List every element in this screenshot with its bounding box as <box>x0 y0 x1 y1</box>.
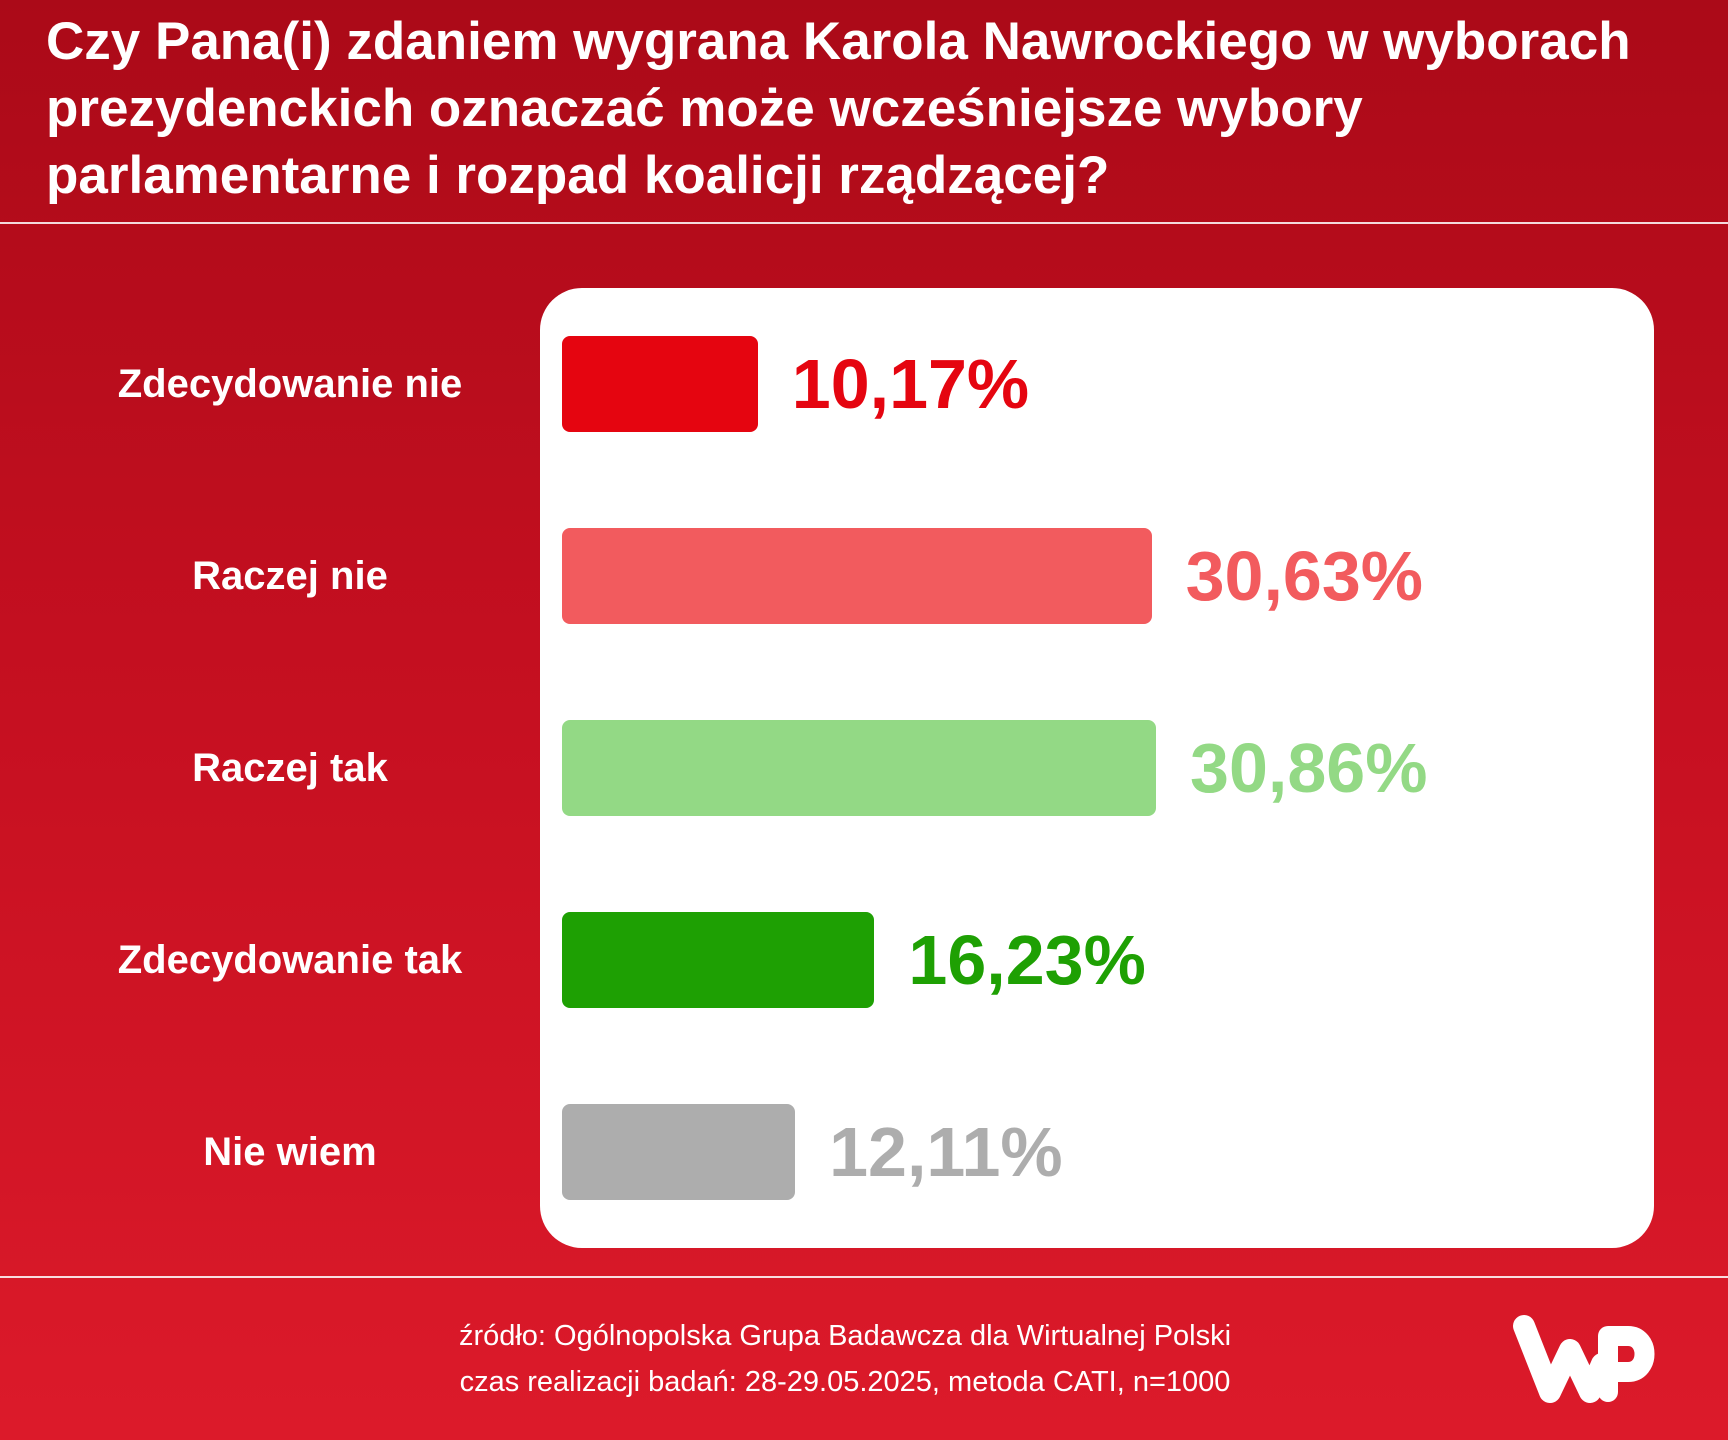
value-label: 30,86% <box>1190 729 1428 807</box>
source-note: źródło: Ogólnopolska Grupa Badawcza dla … <box>458 1320 1232 1352</box>
bar <box>562 720 1157 816</box>
category-label: Raczej nie <box>192 554 388 598</box>
value-label: 16,23% <box>908 921 1146 999</box>
category-label: Nie wiem <box>203 1130 377 1174</box>
chart-title: Czy Pana(i) zdaniem wygrana Karola Nawro… <box>46 12 1631 205</box>
bar <box>562 1104 796 1200</box>
bar <box>562 528 1152 624</box>
value-label: 30,63% <box>1185 537 1424 615</box>
category-label: Zdecydowanie tak <box>117 938 463 982</box>
wp-logo-icon <box>1513 1315 1655 1403</box>
value-label: 12,11% <box>829 1113 1063 1191</box>
value-label: 10,17% <box>791 345 1030 423</box>
bar <box>562 336 758 432</box>
category-label: Raczej tak <box>192 746 388 790</box>
title-divider <box>0 222 1728 224</box>
footer-divider <box>0 1276 1728 1278</box>
method-note: czas realizacji badań: 28-29.05.2025, me… <box>459 1366 1231 1398</box>
category-label: Zdecydowanie nie <box>117 362 463 406</box>
bar <box>562 912 875 1008</box>
